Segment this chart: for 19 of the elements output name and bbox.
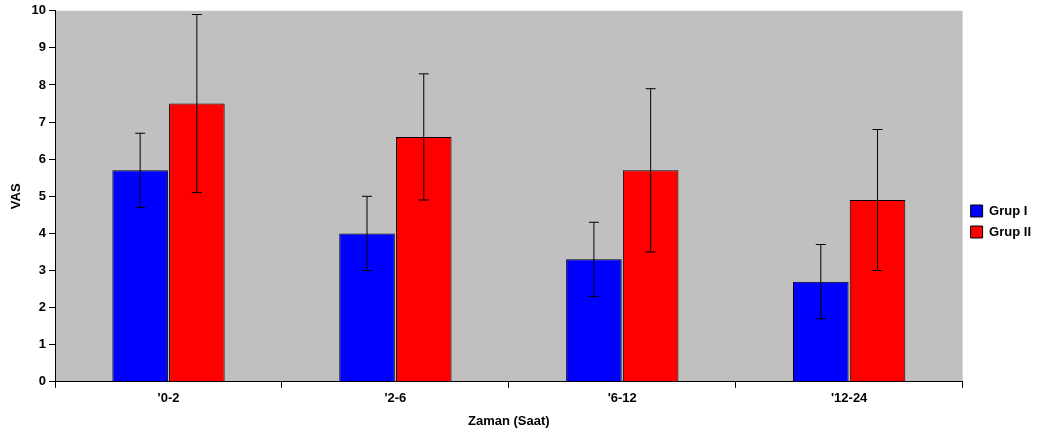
- x-tick-label: '2-6: [384, 390, 407, 406]
- y-tick-label: 1: [38, 336, 47, 352]
- x-tick-label: '0-2: [157, 390, 180, 406]
- y-tick-label: 3: [38, 262, 47, 278]
- legend-label: Grup II: [989, 223, 1031, 239]
- x-axis-title: Zaman (Saat): [468, 412, 550, 428]
- x-tick-label: '12-24: [831, 390, 869, 406]
- x-tick-label: '6-12: [607, 390, 637, 406]
- y-tick-label: 9: [38, 39, 47, 55]
- y-tick-label: 2: [38, 299, 47, 315]
- y-tick-label: 7: [38, 113, 47, 129]
- y-tick-label: 8: [38, 76, 47, 92]
- y-tick-label: 10: [31, 2, 47, 18]
- y-axis-title: VAS: [8, 183, 24, 210]
- y-tick-label: 5: [38, 187, 47, 203]
- y-tick-label: 6: [38, 150, 47, 166]
- y-tick-label: 4: [38, 224, 47, 240]
- y-tick-label: 0: [38, 373, 47, 389]
- legend-label: Grup I: [989, 202, 1028, 218]
